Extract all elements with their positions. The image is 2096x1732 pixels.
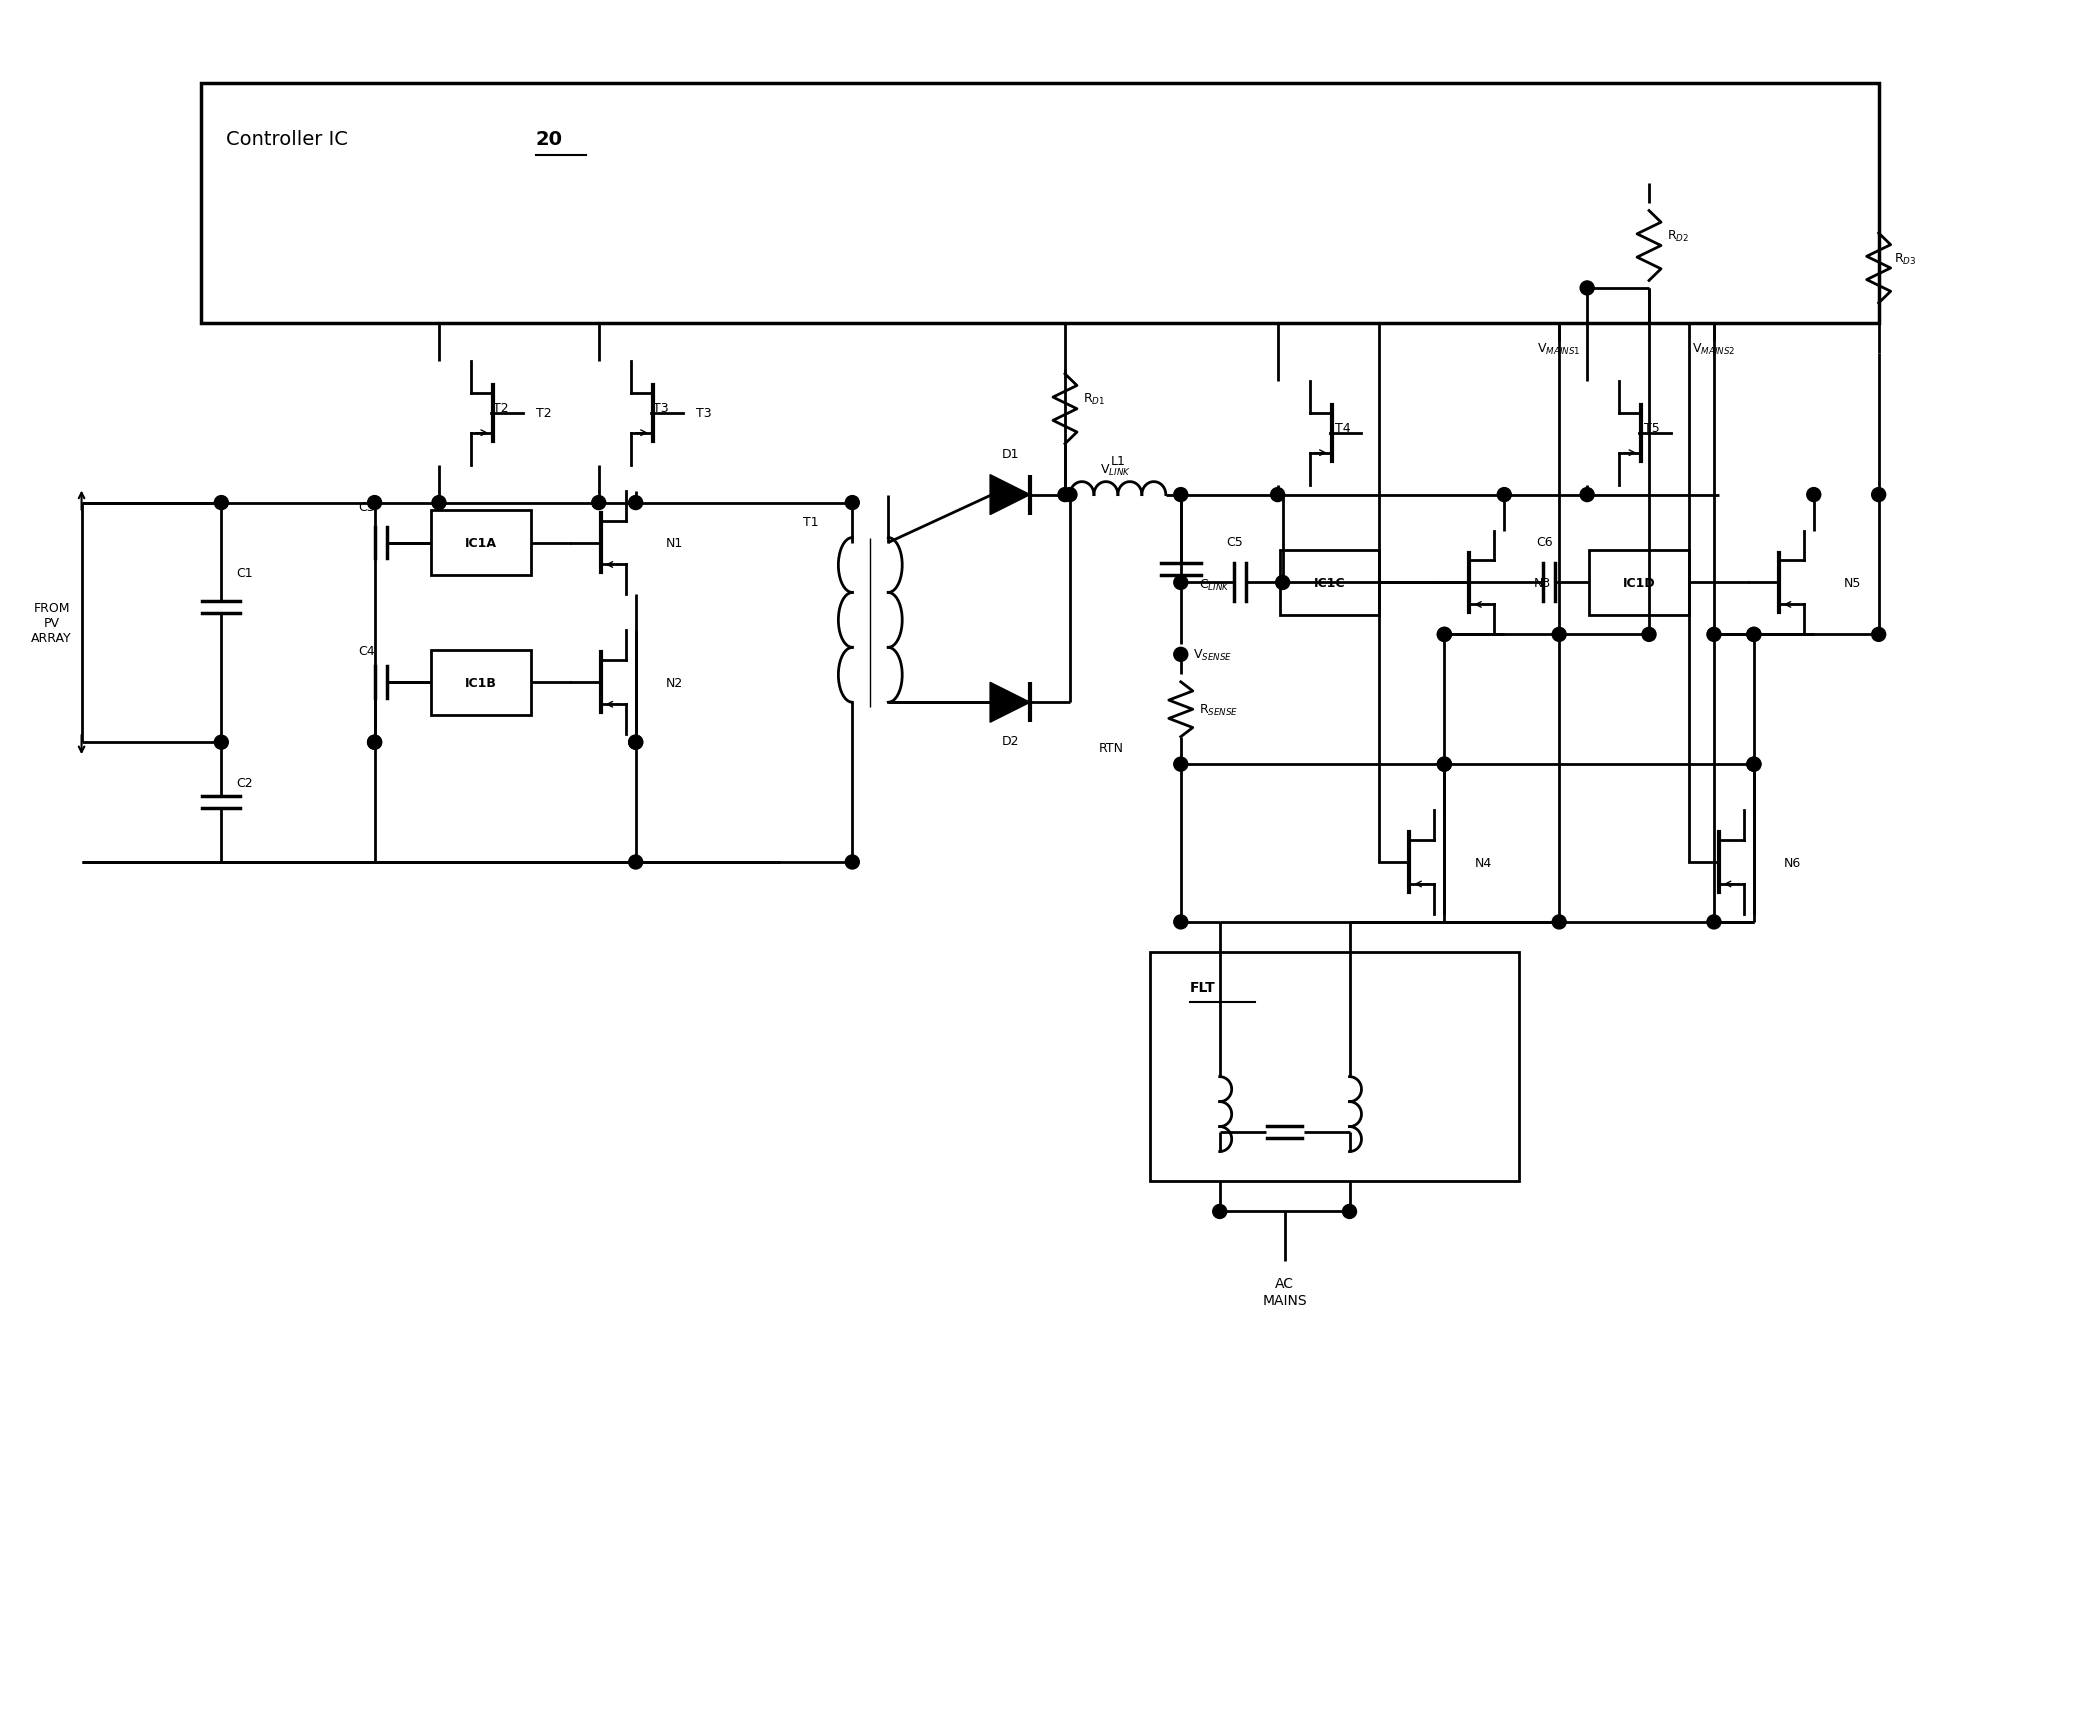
Bar bbox=[1151, 953, 1520, 1181]
Text: D1: D1 bbox=[1002, 447, 1019, 461]
Circle shape bbox=[1872, 629, 1886, 643]
Bar bbox=[201, 85, 1878, 324]
Text: IC1A: IC1A bbox=[465, 537, 497, 549]
Text: R$_{SENSE}$: R$_{SENSE}$ bbox=[1199, 701, 1239, 717]
Circle shape bbox=[1580, 282, 1595, 296]
Text: IC1C: IC1C bbox=[1314, 577, 1346, 589]
Text: T3: T3 bbox=[652, 402, 669, 416]
Circle shape bbox=[591, 497, 606, 511]
Circle shape bbox=[1706, 916, 1721, 930]
Text: N2: N2 bbox=[667, 677, 683, 689]
Circle shape bbox=[1270, 488, 1285, 502]
Text: IC1D: IC1D bbox=[1622, 577, 1656, 589]
Text: D2: D2 bbox=[1002, 734, 1019, 748]
Circle shape bbox=[845, 497, 859, 511]
Circle shape bbox=[1872, 488, 1886, 502]
Circle shape bbox=[367, 736, 381, 750]
Circle shape bbox=[1214, 1205, 1226, 1219]
Circle shape bbox=[1344, 1205, 1356, 1219]
Circle shape bbox=[1174, 757, 1188, 772]
Bar bbox=[1589, 551, 1689, 615]
Text: R$_{D2}$: R$_{D2}$ bbox=[1666, 229, 1689, 244]
Text: C6: C6 bbox=[1536, 535, 1553, 549]
Circle shape bbox=[1174, 577, 1188, 591]
Polygon shape bbox=[989, 475, 1029, 514]
Bar bbox=[432, 651, 530, 715]
Text: T3: T3 bbox=[696, 407, 711, 419]
Circle shape bbox=[1063, 488, 1077, 502]
Circle shape bbox=[1553, 916, 1566, 930]
Circle shape bbox=[1746, 757, 1761, 772]
Circle shape bbox=[1174, 648, 1188, 662]
Circle shape bbox=[1276, 577, 1289, 591]
Text: N1: N1 bbox=[667, 537, 683, 549]
Text: V$_{MAINS2}$: V$_{MAINS2}$ bbox=[1691, 341, 1735, 357]
Text: N3: N3 bbox=[1534, 577, 1551, 589]
Circle shape bbox=[1438, 629, 1450, 643]
Circle shape bbox=[1438, 757, 1450, 772]
Circle shape bbox=[1174, 916, 1188, 930]
Circle shape bbox=[1580, 488, 1595, 502]
Text: T4: T4 bbox=[1335, 423, 1350, 435]
Circle shape bbox=[1746, 629, 1761, 643]
Text: IC1B: IC1B bbox=[465, 677, 497, 689]
Text: T2: T2 bbox=[537, 407, 551, 419]
Text: L1: L1 bbox=[1111, 454, 1126, 468]
Text: N6: N6 bbox=[1784, 856, 1800, 869]
Text: FROM
PV
ARRAY: FROM PV ARRAY bbox=[31, 601, 71, 644]
Text: C3: C3 bbox=[358, 501, 375, 513]
Circle shape bbox=[629, 736, 643, 750]
Circle shape bbox=[367, 497, 381, 511]
Bar bbox=[432, 511, 530, 575]
Circle shape bbox=[1438, 757, 1450, 772]
Circle shape bbox=[214, 497, 228, 511]
Text: RTN: RTN bbox=[1098, 741, 1123, 755]
Circle shape bbox=[629, 497, 643, 511]
Circle shape bbox=[1746, 629, 1761, 643]
Polygon shape bbox=[989, 682, 1029, 722]
Circle shape bbox=[367, 736, 381, 750]
Circle shape bbox=[629, 736, 643, 750]
Circle shape bbox=[845, 856, 859, 869]
Circle shape bbox=[1706, 629, 1721, 643]
Circle shape bbox=[1058, 488, 1071, 502]
Text: T2: T2 bbox=[493, 402, 509, 416]
Text: C2: C2 bbox=[237, 776, 254, 790]
Circle shape bbox=[1174, 488, 1188, 502]
Text: 20: 20 bbox=[537, 130, 564, 149]
Text: N4: N4 bbox=[1473, 856, 1492, 869]
Text: T1: T1 bbox=[803, 514, 817, 528]
Text: N5: N5 bbox=[1844, 577, 1861, 589]
Text: V$_{LINK}$: V$_{LINK}$ bbox=[1100, 462, 1132, 478]
Circle shape bbox=[1553, 629, 1566, 643]
Circle shape bbox=[1438, 629, 1450, 643]
Circle shape bbox=[432, 497, 446, 511]
Text: C1: C1 bbox=[237, 566, 254, 580]
Text: C4: C4 bbox=[358, 644, 375, 658]
Text: Controller IC: Controller IC bbox=[226, 130, 361, 149]
Circle shape bbox=[1497, 488, 1511, 502]
Text: C$_{LINK}$: C$_{LINK}$ bbox=[1199, 577, 1230, 592]
Circle shape bbox=[629, 856, 643, 869]
Text: AC
MAINS: AC MAINS bbox=[1262, 1276, 1308, 1306]
Text: T5: T5 bbox=[1643, 423, 1660, 435]
Text: R$_{D1}$: R$_{D1}$ bbox=[1084, 391, 1105, 407]
Text: FLT: FLT bbox=[1191, 980, 1216, 994]
Text: V$_{MAINS1}$: V$_{MAINS1}$ bbox=[1536, 341, 1580, 357]
Bar bbox=[1281, 551, 1379, 615]
Text: R$_{D3}$: R$_{D3}$ bbox=[1893, 251, 1916, 267]
Circle shape bbox=[1641, 629, 1656, 643]
Circle shape bbox=[1807, 488, 1821, 502]
Circle shape bbox=[214, 736, 228, 750]
Text: V$_{SENSE}$: V$_{SENSE}$ bbox=[1193, 648, 1232, 663]
Circle shape bbox=[1746, 757, 1761, 772]
Text: C5: C5 bbox=[1226, 535, 1243, 549]
